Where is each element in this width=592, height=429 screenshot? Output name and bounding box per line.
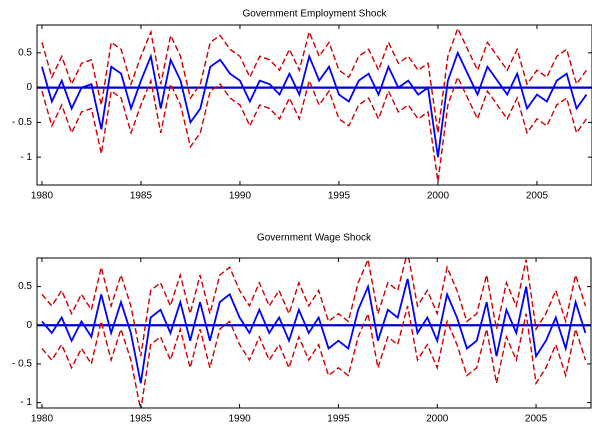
series-line: [41, 26, 588, 133]
y-tick-label: - 0.5: [12, 117, 32, 128]
y-tick-label: - 0.5: [12, 359, 32, 370]
plot-frame: [36, 257, 592, 409]
x-tick-label: 2005: [526, 191, 549, 202]
series-line: [41, 50, 588, 158]
y-tick-label: - 1: [20, 397, 32, 408]
series-line: [41, 75, 588, 182]
series-line: [41, 258, 587, 357]
x-tick-label: 1980: [31, 414, 54, 425]
chart-title: Government Employment Shock: [243, 9, 388, 20]
y-tick-label: 0: [26, 320, 32, 331]
plot-area: [37, 26, 592, 182]
x-tick-label: 1995: [327, 414, 350, 425]
y-tick-label: - 1: [20, 152, 32, 163]
y-tick-label: 0.5: [18, 281, 32, 292]
series-line: [41, 305, 587, 408]
x-tick-label: 2005: [525, 414, 548, 425]
x-tick-label: 1985: [130, 191, 153, 202]
x-tick-label: 1985: [130, 414, 153, 425]
x-tick-label: 1990: [228, 414, 251, 425]
x-tick-label: 2000: [426, 414, 449, 425]
y-tick-label: 0: [26, 82, 32, 93]
y-tick-label: 0.5: [18, 47, 32, 58]
series-line: [41, 278, 587, 384]
plot-area: [37, 258, 591, 408]
x-tick-label: 1980: [31, 191, 54, 202]
x-tick-label: 1995: [328, 191, 351, 202]
chart-title: Government Wage Shock: [257, 233, 372, 244]
x-tick-label: 1990: [229, 191, 252, 202]
plot-frame: [36, 24, 592, 186]
x-tick-label: 2000: [427, 191, 450, 202]
